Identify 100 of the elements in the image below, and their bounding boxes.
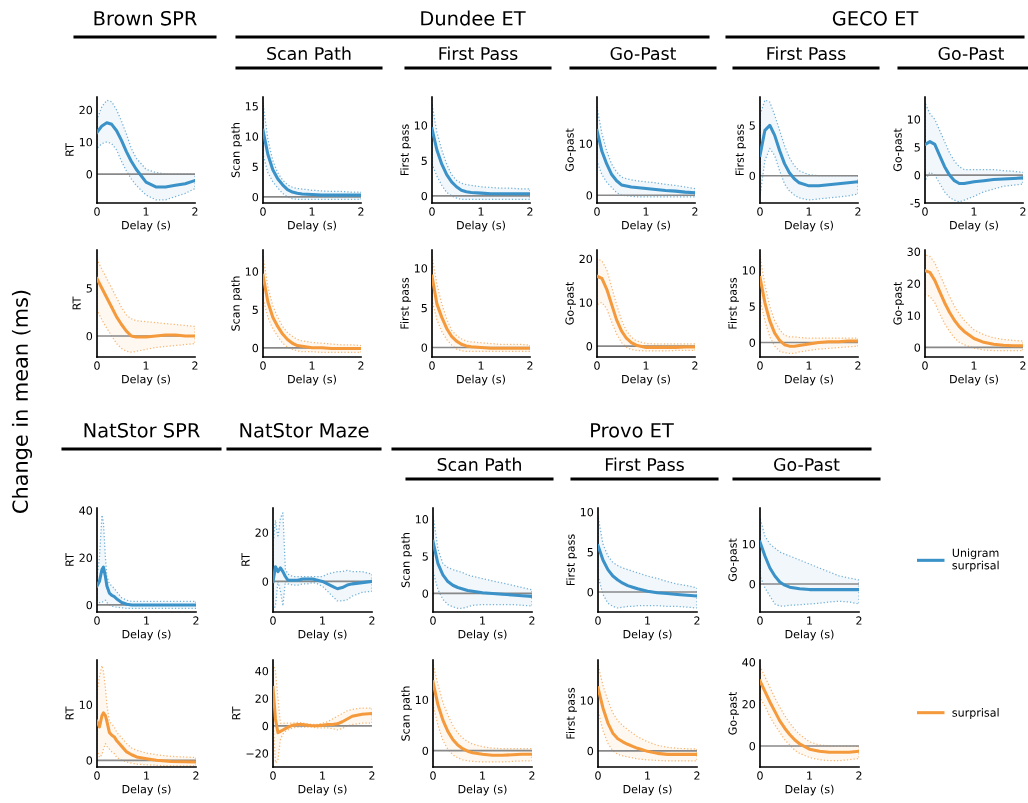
x-tick-label: 0 [429,361,435,370]
x-tick-label: 0 [94,361,100,370]
legend-label: Unigram surprisal [952,548,999,572]
chart-title: Scan Path [437,457,521,472]
x-tick-label: 2 [1020,207,1026,216]
x-axis-title: Delay (s) [288,220,336,232]
y-tick-label: 40 [255,666,269,676]
x-axis-title: Delay (s) [950,374,998,386]
y-tick-label: 0 [86,170,93,179]
x-axis-title: Delay (s) [298,629,347,641]
y-tick-label: 0 [262,577,269,586]
x-tick-label: 1 [806,361,812,370]
x-tick-label: 2 [855,361,861,370]
y-tick-label: -5 [910,199,920,208]
x-tick-label: 1 [645,771,651,780]
y-axis-title: Scan path [401,533,412,588]
y-tick-label: 0 [252,192,259,202]
x-tick-label: 2 [527,361,533,370]
y-tick-label: 0 [252,343,259,353]
y-tick-label: 10 [907,311,921,320]
y-tick-label: 5 [421,156,427,165]
x-axis-title: Delay (s) [122,784,171,796]
y-axis-title: Go-past [728,691,739,735]
y-tick-label: 5 [252,305,258,314]
y-tick-label: 10 [579,139,593,148]
y-tick-label: 0 [586,342,593,351]
x-tick-label: 0 [922,207,928,216]
x-tick-label: 0 [94,616,100,625]
y-tick-label: 20 [255,528,269,537]
y-axis-title: RT [65,553,74,566]
x-tick-label: 1 [144,771,150,780]
y-axis-title: RT [65,143,74,156]
x-tick-label: 1 [807,771,813,780]
x-tick-label: 1 [320,616,326,625]
y-tick-label: 10 [742,539,756,549]
y-tick-label: 10 [742,266,756,275]
y-axis-title: First pass [400,124,411,176]
x-axis-title: Delay (s) [622,374,670,386]
y-tick-label: 10 [79,700,93,709]
x-tick-label: 2 [369,616,375,625]
x-tick-label: 2 [856,771,862,780]
text: NatStor SPR [84,422,200,438]
x-tick-label: 2 [193,771,199,780]
x-tick-label: 2 [694,771,700,780]
x-tick-label: 2 [1020,361,1026,370]
y-tick-label: 0 [86,756,93,765]
x-axis-title: Delay (s) [623,784,672,796]
chart-title: First Pass [605,457,684,472]
y-tick-label: 20 [255,694,269,703]
y-tick-label: 0 [749,338,756,347]
x-tick-label: 2 [529,771,535,780]
text: Brown SPR [94,10,197,26]
x-axis-title: Delay (s) [122,374,170,386]
y-axis-title: Go-past [565,281,576,325]
y-tick-label: 20 [907,279,921,288]
x-tick-label: 1 [480,771,486,780]
x-tick-label: 2 [369,771,375,780]
x-axis-title: Delay (s) [458,629,507,641]
y-axis-title: RT [72,296,81,310]
x-axis-title: Delay (s) [785,784,834,796]
x-tick-label: 0 [757,616,763,625]
x-tick-label: 2 [527,207,533,216]
y-tick-label: 5 [421,303,427,313]
x-tick-label: 1 [645,616,651,625]
y-tick-label: 10 [580,507,594,517]
x-tick-label: 2 [692,361,698,370]
text: GECO ET [832,10,919,26]
x-axis-title: Delay (s) [288,374,336,386]
x-tick-label: 2 [529,616,535,625]
y-axis-title: Go-past [893,128,904,172]
x-axis-title: Delay (s) [785,220,833,232]
y-axis-title: RT [241,553,250,566]
y-tick-label: 0 [86,331,93,341]
y-tick-label: 0 [914,343,921,352]
chart-title: Go-Past [938,46,1005,61]
x-axis-title: Delay (s) [950,220,998,232]
x-axis-title: Delay (s) [622,220,670,232]
y-tick-label: 10 [414,121,428,130]
x-tick-label: 0 [270,771,276,780]
y-axis-title: First pass [735,124,746,176]
x-tick-label: 1 [144,616,150,625]
y-tick-label: 0 [749,741,756,751]
chart-title: First Pass [439,46,518,61]
x-tick-label: 1 [643,207,649,216]
y-axis-title: First pass [566,687,577,739]
y-tick-label: 0 [421,191,428,201]
x-axis-title: Delay (s) [122,220,170,232]
y-tick-label: 40 [79,506,93,515]
x-tick-label: 0 [757,771,763,780]
y-tick-label: 0 [422,589,429,598]
y-axis-title: RT [65,706,74,720]
chart-title: Go-Past [774,457,840,472]
y-tick-label: 0 [914,171,921,180]
x-tick-label: 0 [757,207,763,216]
x-tick-label: 2 [358,361,364,370]
x-tick-label: 2 [192,207,198,216]
x-axis-title: Delay (s) [122,629,171,641]
x-tick-label: 1 [807,616,813,625]
y-axis-title: RT [232,706,241,720]
x-axis-title: Delay (s) [785,374,833,386]
